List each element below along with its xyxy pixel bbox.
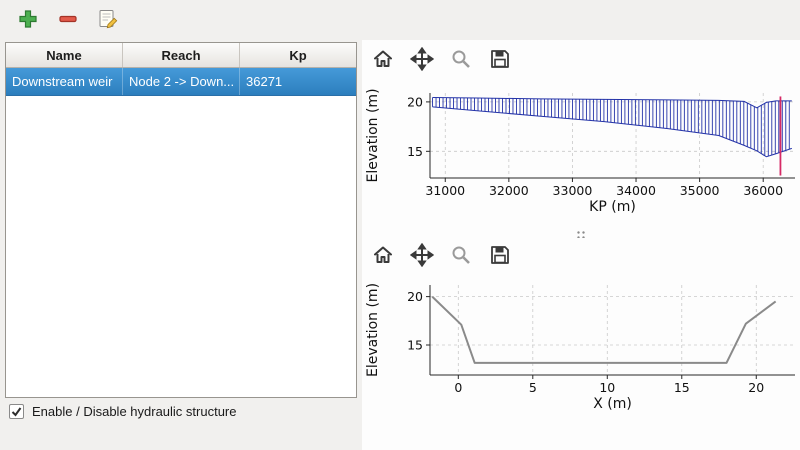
cell-kp: 36271 bbox=[246, 74, 283, 89]
section-plot-toolbar bbox=[362, 238, 800, 272]
plot-splitter[interactable] bbox=[362, 228, 800, 238]
splitter-grip-icon bbox=[575, 228, 587, 238]
svg-text:0: 0 bbox=[454, 380, 462, 395]
plot1-pan-button[interactable] bbox=[409, 46, 435, 72]
pan-icon bbox=[410, 47, 434, 71]
table-header: Name Reach Kp bbox=[6, 43, 356, 68]
table-row[interactable]: Downstream weir Node 2 -> Down... 36271 bbox=[6, 68, 356, 96]
add-icon bbox=[19, 10, 37, 28]
enable-structure-label: Enable / Disable hydraulic structure bbox=[32, 404, 237, 419]
x-axis-label: X (m) bbox=[593, 396, 632, 410]
remove-structure-button[interactable] bbox=[56, 7, 80, 31]
svg-text:15: 15 bbox=[674, 380, 690, 395]
svg-text:20: 20 bbox=[407, 289, 423, 304]
column-header-name[interactable]: Name bbox=[6, 43, 123, 67]
y-axis-label: Elevation (m) bbox=[365, 283, 381, 377]
remove-icon bbox=[59, 15, 77, 23]
svg-text:31000: 31000 bbox=[425, 183, 465, 198]
plot1-home-button[interactable] bbox=[370, 46, 396, 72]
home-icon bbox=[374, 246, 392, 263]
plot1-save-button[interactable] bbox=[487, 46, 513, 72]
kp-plot-toolbar bbox=[362, 40, 800, 78]
pan-icon bbox=[410, 243, 434, 267]
main-toolbar bbox=[0, 0, 800, 38]
svg-text:10: 10 bbox=[599, 380, 615, 395]
svg-text:20: 20 bbox=[407, 94, 423, 109]
plot2-pan-button[interactable] bbox=[409, 242, 435, 268]
svg-text:34000: 34000 bbox=[616, 183, 656, 198]
plot2-zoom-button[interactable] bbox=[448, 242, 474, 268]
svg-text:32000: 32000 bbox=[489, 183, 529, 198]
footer: Enable / Disable hydraulic structure bbox=[9, 404, 237, 419]
plot2-home-button[interactable] bbox=[370, 242, 396, 268]
column-header-reach[interactable]: Reach bbox=[123, 43, 240, 67]
checkmark-icon bbox=[11, 407, 22, 417]
svg-text:33000: 33000 bbox=[553, 183, 593, 198]
cross-section-plot[interactable]: 0 5 10 15 20 15 20 X (m) Elevation (m) bbox=[362, 272, 800, 410]
svg-text:5: 5 bbox=[529, 380, 537, 395]
svg-text:36000: 36000 bbox=[743, 183, 783, 198]
home-icon bbox=[374, 50, 392, 67]
save-icon bbox=[491, 50, 509, 68]
plots-panel: 31000 32000 33000 34000 35000 36000 15 20 KP (m)… bbox=[362, 40, 800, 450]
svg-text:35000: 35000 bbox=[680, 183, 720, 198]
cell-reach: Node 2 -> Down... bbox=[123, 68, 240, 95]
plot2-save-button[interactable] bbox=[487, 242, 513, 268]
add-structure-button[interactable] bbox=[16, 7, 40, 31]
column-header-kp[interactable]: Kp bbox=[289, 47, 307, 63]
enable-structure-checkbox[interactable] bbox=[9, 404, 24, 419]
x-axis-label: KP (m) bbox=[589, 199, 636, 215]
svg-text:15: 15 bbox=[407, 338, 423, 353]
edit-icon bbox=[99, 10, 118, 29]
y-axis-label: Elevation (m) bbox=[365, 88, 381, 182]
structures-table: Name Reach Kp Downstream weir Node 2 -> D… bbox=[5, 42, 357, 398]
svg-text:20: 20 bbox=[748, 380, 764, 395]
zoom-icon bbox=[452, 50, 470, 68]
edit-structure-button[interactable] bbox=[96, 7, 120, 31]
save-icon bbox=[491, 246, 509, 264]
table-body: Downstream weir Node 2 -> Down... 36271 bbox=[6, 68, 356, 96]
kp-profile-plot[interactable]: 31000 32000 33000 34000 35000 36000 15 20 KP (m)… bbox=[362, 78, 800, 228]
plot1-zoom-button[interactable] bbox=[448, 46, 474, 72]
svg-text:15: 15 bbox=[407, 144, 423, 159]
zoom-icon bbox=[452, 246, 470, 264]
cell-name: Downstream weir bbox=[6, 68, 123, 95]
